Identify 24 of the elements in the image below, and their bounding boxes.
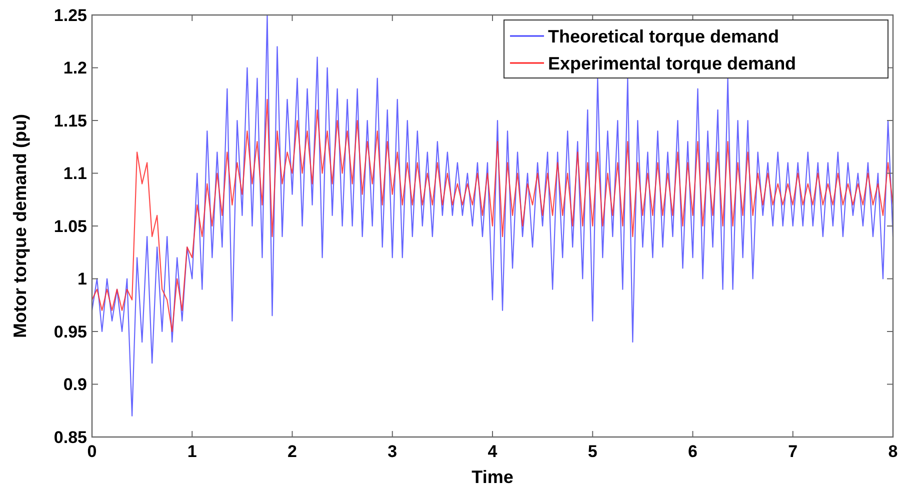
y-tick-label: 0.9 <box>63 375 87 394</box>
line-series <box>91 98 894 332</box>
x-tick-label: 1 <box>187 442 197 461</box>
x-tick-label: 6 <box>688 442 698 461</box>
y-axis-title: Motor torque demand (pu) <box>10 114 30 338</box>
x-tick-label: 2 <box>288 442 297 461</box>
y-tick-label: 1.1 <box>63 164 87 184</box>
y-tick-label: 0.95 <box>54 322 87 342</box>
y-tick-label: 1.25 <box>54 6 87 25</box>
legend-label: Experimental torque demand <box>548 53 796 74</box>
x-tick-label: 5 <box>588 442 598 461</box>
x-tick-label: 3 <box>388 442 398 461</box>
x-tick-label: 4 <box>488 442 498 461</box>
line-series <box>91 14 894 416</box>
legend-label: Theoretical torque demand <box>548 26 780 46</box>
y-tick-label: 1.05 <box>54 216 87 236</box>
y-tick-label: 0.85 <box>54 428 87 447</box>
y-tick-label: 1.15 <box>54 111 87 130</box>
x-tick-label: 8 <box>888 442 898 461</box>
y-tick-label: 1 <box>78 270 87 289</box>
y-tick-label: 1.2 <box>63 58 87 78</box>
x-axis-title: Time <box>472 467 514 487</box>
x-tick-label: 0 <box>87 442 97 461</box>
x-tick-label: 7 <box>788 442 798 461</box>
